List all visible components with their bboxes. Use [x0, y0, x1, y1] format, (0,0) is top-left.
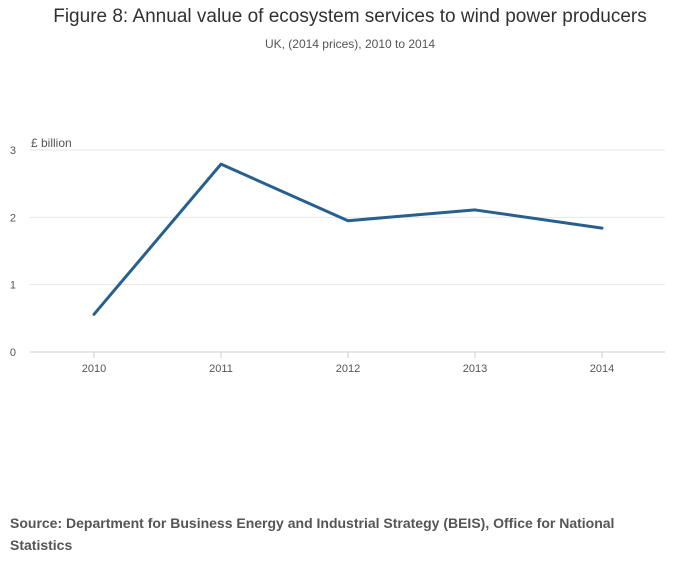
y-tick-label: 1 [10, 280, 16, 292]
x-tick-labels: 2010 2011 2012 2013 2014 [82, 352, 614, 375]
series-lines [92, 162, 604, 316]
chart-title: Figure 8: Annual value of ecosystem serv… [53, 6, 647, 27]
x-tick-label: 2010 [82, 363, 106, 375]
gridlines [30, 149, 665, 353]
x-tick-label: 2013 [463, 363, 487, 375]
y-tick-label: 2 [10, 212, 16, 224]
y-tick-labels: 0 1 2 3 [10, 145, 16, 359]
chart-subtitle: UK, (2014 prices), 2010 to 2014 [264, 37, 436, 51]
x-tick-label: 2014 [590, 363, 614, 375]
source-note: Source: Department for Business Energy a… [10, 515, 615, 553]
series-line [92, 162, 604, 316]
x-tick-label: 2012 [336, 363, 360, 375]
x-tick-label: 2011 [209, 363, 233, 375]
y-tick-label: 3 [10, 145, 16, 157]
y-axis-label: £ billion [31, 136, 72, 150]
y-tick-label: 0 [10, 347, 16, 359]
